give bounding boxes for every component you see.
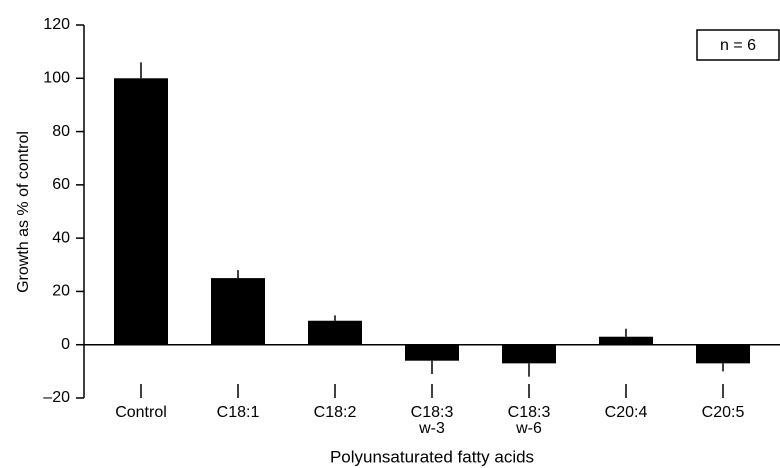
- y-tick-label: 0: [61, 336, 70, 353]
- x-tick-label: Control: [115, 404, 167, 421]
- annotation: n = 6: [720, 37, 756, 54]
- bar: [696, 344, 750, 364]
- bar: [114, 78, 168, 345]
- x-tick-label: C18:1: [216, 404, 260, 421]
- y-tick-label: 40: [52, 229, 70, 246]
- y-tick-label: 120: [43, 16, 70, 33]
- x-tick-label: C20:5: [701, 404, 745, 421]
- y-tick-label: –20: [43, 389, 70, 406]
- x-axis-label: Polyunsaturated fatty acids: [330, 447, 534, 466]
- bar: [502, 344, 556, 364]
- x-tick-label: C18:3 w-6: [507, 404, 551, 437]
- y-tick-label: 60: [52, 176, 70, 193]
- bar: [211, 278, 265, 345]
- y-tick-label: 100: [43, 70, 70, 87]
- y-axis-label: Growth as % of control: [15, 131, 32, 293]
- bar: [308, 320, 362, 345]
- y-tick-label: 20: [52, 283, 70, 300]
- annotation-box: [696, 29, 780, 61]
- y-tick-label: 80: [52, 123, 70, 140]
- x-tick-label: C18:2: [313, 404, 357, 421]
- bar: [599, 336, 653, 345]
- bar: [405, 344, 459, 361]
- x-tick-label: C18:3 w-3: [410, 404, 454, 437]
- x-tick-label: C20:4: [604, 404, 648, 421]
